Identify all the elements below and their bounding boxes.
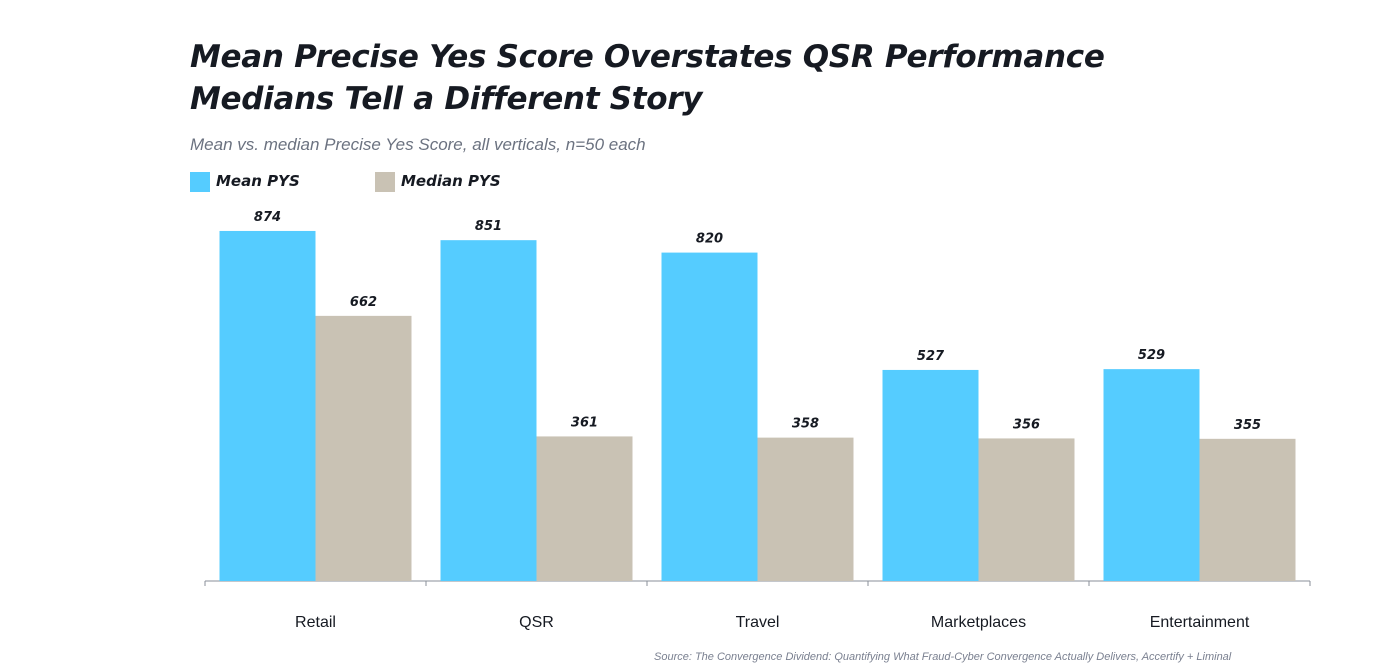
chart-title-line-2: Medians Tell a Different Story [190, 81, 703, 117]
data-label-median-marketplaces: 356 [1013, 417, 1040, 432]
chart-subtitle: Mean vs. median Precise Yes Score, all v… [190, 135, 646, 154]
data-label-median-qsr: 361 [571, 415, 598, 430]
bar-median-retail [315, 315, 412, 581]
bar-mean-marketplaces [882, 369, 979, 581]
legend-swatch-mean [190, 172, 210, 192]
x-tick-label-retail: Retail [295, 614, 336, 631]
bar-median-travel [757, 437, 854, 581]
bar-median-qsr [536, 436, 633, 581]
x-tick-label-marketplaces: Marketplaces [931, 614, 1026, 631]
legend-label-mean: Mean PYS [216, 172, 300, 190]
data-label-median-retail: 662 [350, 295, 377, 310]
bar-median-marketplaces [978, 438, 1075, 581]
chart-title: Mean Precise Yes Score Overstates QSR Pe… [190, 36, 1290, 120]
x-tick-label-qsr: QSR [519, 614, 554, 631]
legend-label-median: Median PYS [401, 172, 501, 190]
data-label-mean-travel: 820 [696, 232, 723, 247]
data-label-mean-marketplaces: 527 [917, 349, 945, 364]
bar-median-entertainment [1199, 438, 1296, 581]
data-label-median-travel: 358 [792, 417, 819, 432]
x-tick-label-travel: Travel [736, 614, 780, 631]
bar-mean-travel [661, 252, 758, 581]
data-label-median-entertainment: 355 [1234, 418, 1261, 433]
bar-mean-entertainment [1103, 369, 1200, 581]
bar-mean-qsr [440, 240, 537, 581]
legend-swatch-median [375, 172, 395, 192]
bar-mean-retail [219, 230, 316, 581]
source-note: Source: The Convergence Dividend: Quanti… [654, 651, 1232, 663]
data-label-mean-entertainment: 529 [1138, 348, 1165, 363]
x-tick-label-entertainment: Entertainment [1150, 614, 1250, 631]
data-label-mean-qsr: 851 [475, 219, 502, 234]
data-label-mean-retail: 874 [254, 210, 281, 225]
chart-title-line-1: Mean Precise Yes Score Overstates QSR Pe… [190, 39, 1105, 75]
